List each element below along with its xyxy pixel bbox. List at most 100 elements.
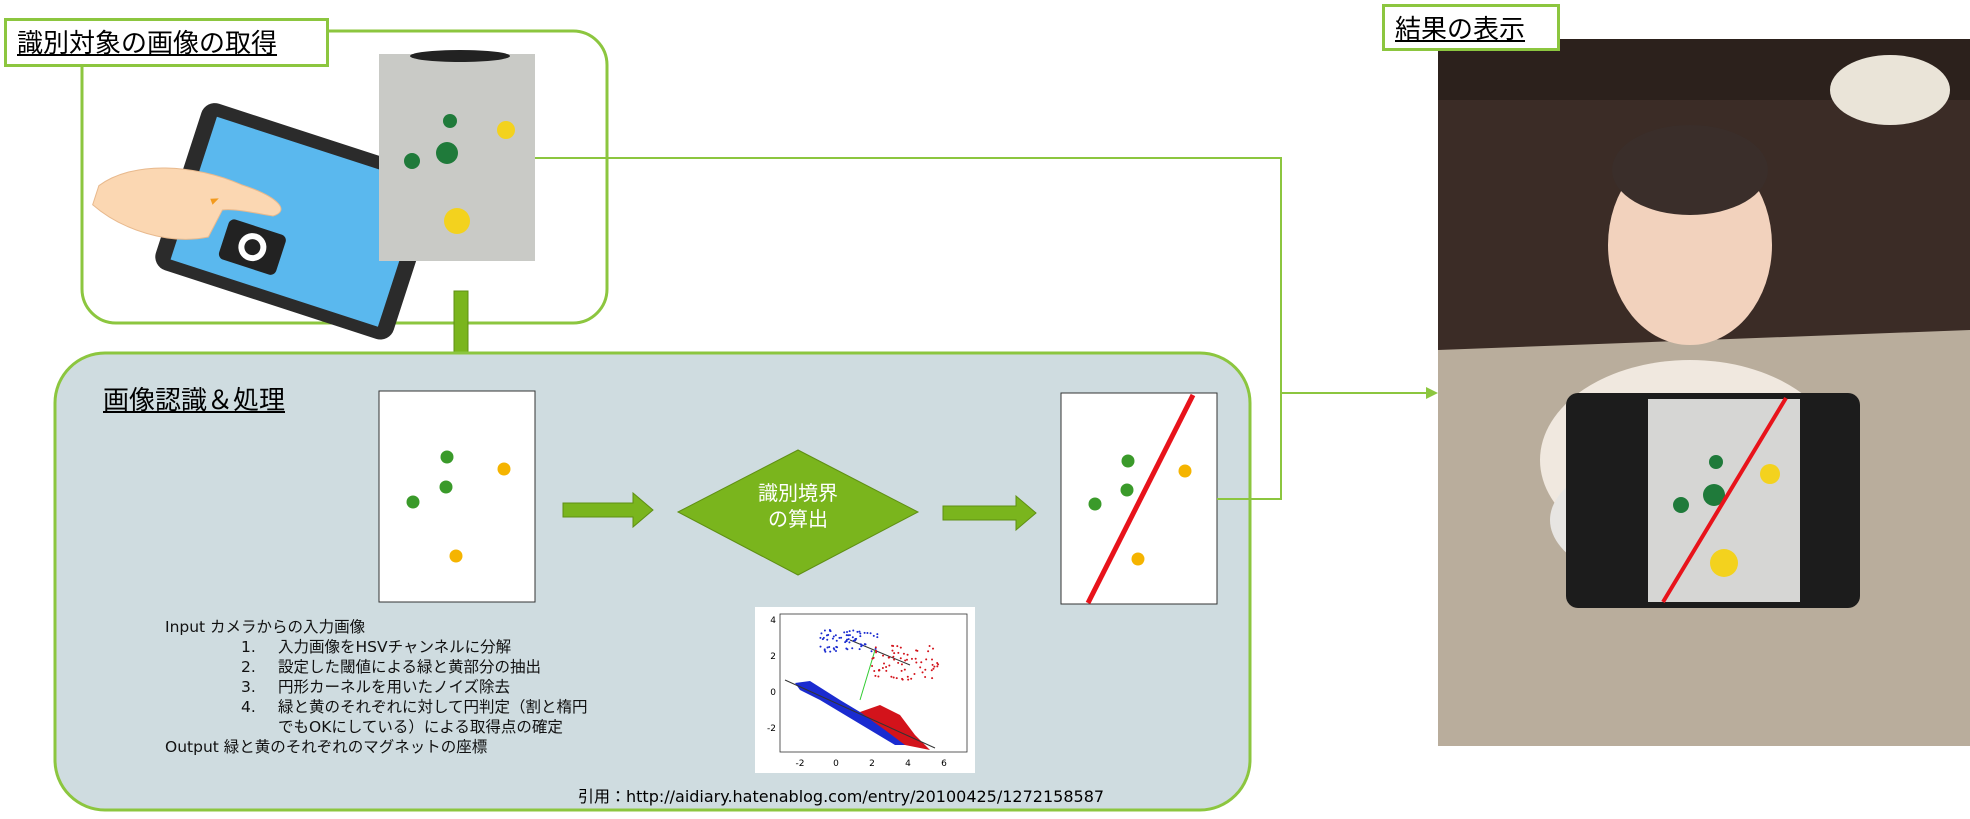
tablet-illustration bbox=[92, 103, 440, 340]
scatter-point bbox=[861, 644, 864, 647]
diamond-label: 識別境界 の算出 bbox=[718, 480, 878, 532]
arrow bbox=[562, 491, 654, 529]
step-text: 緑と黄のそれぞれに対して円判定（割と楕円でもOKにしている）による取得点の確定 bbox=[278, 698, 588, 736]
x-tick-label: 0 bbox=[833, 759, 839, 769]
scatter-point bbox=[829, 650, 832, 653]
section-tag: 結果の表示 bbox=[1382, 4, 1560, 51]
scatter-point bbox=[875, 651, 878, 654]
x-tick-label: 2 bbox=[869, 759, 875, 769]
scatter-point bbox=[871, 657, 874, 660]
scatter-point bbox=[892, 644, 895, 647]
x-tick-label: 4 bbox=[905, 759, 911, 769]
binary-image bbox=[378, 390, 536, 603]
scatter-point bbox=[863, 631, 866, 634]
scatter-point bbox=[899, 646, 902, 649]
scatter-point bbox=[847, 638, 850, 641]
scatter-point bbox=[840, 636, 843, 639]
section-tag: 識別対象の画像の取得 bbox=[4, 18, 329, 67]
scatter-point bbox=[869, 632, 872, 635]
scatter-point bbox=[932, 647, 935, 650]
steps: Input カメラからの入力画像 1. 入力画像をHSVチャンネルに分解 2. 設定した… bbox=[165, 617, 588, 757]
scatter-point bbox=[931, 663, 934, 666]
scatter-point bbox=[838, 636, 841, 639]
diamond bbox=[676, 449, 920, 576]
scatter-point bbox=[847, 634, 850, 637]
scatter-point bbox=[834, 634, 837, 637]
scatter-point bbox=[902, 652, 905, 655]
scatter-point bbox=[819, 645, 822, 648]
scatter-point bbox=[852, 629, 855, 632]
scatter-point bbox=[883, 662, 886, 665]
scatter-point bbox=[913, 673, 916, 676]
diamond-line: 識別境界 bbox=[758, 481, 838, 505]
step-number: 2. bbox=[241, 658, 256, 676]
scatter-point bbox=[866, 632, 869, 635]
scatter-point bbox=[906, 653, 909, 656]
scatter-point bbox=[931, 658, 934, 661]
scatter-point bbox=[924, 668, 927, 671]
scatter-point bbox=[910, 677, 913, 680]
scatter-point bbox=[895, 677, 898, 680]
scatter-point bbox=[915, 661, 918, 664]
scatter-point bbox=[858, 648, 861, 651]
scatter-point bbox=[903, 668, 906, 671]
scatter-point bbox=[848, 641, 851, 644]
diamond-line: の算出 bbox=[768, 507, 828, 531]
scatter-point bbox=[925, 658, 928, 661]
scatter-point bbox=[876, 636, 879, 639]
scatter-point bbox=[900, 669, 903, 672]
scatter-point bbox=[888, 656, 891, 659]
scatter-point bbox=[891, 649, 894, 652]
scatter-point bbox=[899, 657, 902, 660]
step-number: 3. bbox=[241, 678, 256, 696]
scatter-point bbox=[919, 666, 922, 669]
scatter-point bbox=[826, 638, 829, 641]
scatter-point bbox=[900, 663, 903, 666]
scatter-point bbox=[823, 629, 826, 632]
step-text: 設定した閾値による緑と黄部分の抽出 bbox=[278, 658, 542, 676]
scatter-point bbox=[848, 630, 851, 633]
input-line: Input カメラからの入力画像 bbox=[165, 618, 366, 636]
scatter-point bbox=[832, 635, 835, 638]
scatter-point bbox=[901, 678, 904, 681]
scatter-point bbox=[858, 630, 861, 633]
scatter-point bbox=[835, 639, 838, 642]
scatter-point bbox=[906, 675, 909, 678]
scatter-point bbox=[874, 674, 877, 677]
scatter-point bbox=[846, 630, 849, 633]
x-tick-label: -2 bbox=[796, 759, 805, 769]
scatter-point bbox=[826, 646, 829, 649]
y-tick-label: 0 bbox=[770, 688, 776, 698]
scatter-point bbox=[851, 647, 854, 650]
scatter-point bbox=[832, 647, 835, 650]
x-tick-label: 6 bbox=[941, 759, 947, 769]
scatter-point bbox=[885, 665, 888, 668]
scatter-point bbox=[928, 645, 931, 648]
scatter-point bbox=[822, 636, 825, 639]
scatter-point bbox=[933, 665, 936, 668]
scatter-point bbox=[874, 649, 877, 652]
scatter-point bbox=[893, 658, 896, 661]
scatter-point bbox=[878, 668, 881, 671]
scatter-point bbox=[936, 662, 939, 665]
scatter-point bbox=[874, 646, 877, 649]
scatter-point bbox=[905, 658, 908, 661]
scatter-point bbox=[848, 634, 851, 637]
y-tick-label: -2 bbox=[767, 724, 776, 734]
scatter-point bbox=[910, 657, 913, 660]
step-text: 入力画像をHSVチャンネルに分解 bbox=[278, 638, 512, 656]
scatter-point bbox=[831, 637, 834, 640]
arrow bbox=[942, 494, 1037, 532]
scatter-point bbox=[827, 633, 830, 636]
scatter-point bbox=[873, 669, 876, 672]
scatter-point bbox=[914, 657, 917, 660]
scatter-point bbox=[877, 675, 880, 678]
scatter-point bbox=[882, 654, 885, 657]
scatter-point bbox=[819, 636, 822, 639]
scatter-point bbox=[856, 630, 859, 633]
connector bbox=[535, 157, 1428, 500]
scatter-point bbox=[890, 675, 893, 678]
scatter-point bbox=[835, 650, 838, 653]
